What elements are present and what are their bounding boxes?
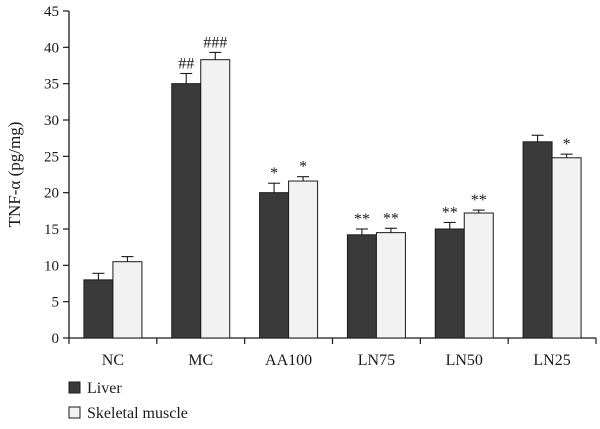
y-tick-label: 30: [44, 113, 59, 129]
significance-label: **: [354, 211, 370, 228]
bar: [434, 228, 465, 339]
legend-label: Skeletal muscle: [87, 405, 188, 422]
bar: [83, 279, 114, 339]
y-tick-label: 35: [44, 77, 59, 93]
labels: TNF-α (pg/mg)NC MC AA100 LN75 LN50 LN25##*** *…: [5, 34, 571, 369]
legend-swatch: [68, 381, 81, 394]
bar: [112, 261, 143, 339]
bar: [259, 192, 290, 339]
bar: [288, 180, 319, 339]
significance-label: ###: [203, 34, 227, 51]
y-tick-label: 0: [52, 331, 60, 347]
bar: [171, 83, 202, 339]
bar: [375, 232, 406, 339]
y-tick-label: 15: [44, 222, 59, 238]
x-category-label: NC: [102, 352, 124, 369]
y-axis-title: TNF-α (pg/mg): [5, 122, 24, 228]
y-tick-label: 5: [52, 295, 60, 311]
bar: [200, 59, 231, 339]
x-category-label: LN50: [446, 352, 483, 369]
bar: [522, 141, 553, 339]
axes: 0 5 10 15 20 25 30 35 40 45: [44, 4, 597, 347]
bars: [83, 51, 582, 339]
significance-label: **: [383, 210, 399, 227]
bar: [346, 234, 377, 339]
y-tick-label: 10: [44, 258, 59, 274]
y-tick-label: 25: [44, 149, 59, 165]
legend-label: Liver: [87, 380, 122, 397]
legend: Liver Skeletal muscle: [68, 380, 188, 422]
significance-label: **: [471, 192, 487, 209]
legend-swatch: [68, 406, 81, 419]
x-category-label: LN25: [533, 352, 570, 369]
significance-label: ##: [178, 55, 194, 72]
y-tick-label: 40: [44, 40, 59, 56]
x-category-label: AA100: [265, 352, 312, 369]
bar: [551, 157, 582, 339]
significance-label: **: [442, 204, 458, 221]
significance-label: *: [270, 165, 278, 182]
x-category-label: LN75: [358, 352, 395, 369]
significance-label: *: [299, 159, 307, 176]
bar: [463, 212, 494, 339]
significance-label: *: [563, 136, 571, 153]
y-tick-label: 45: [44, 4, 59, 20]
x-category-label: MC: [188, 352, 213, 369]
y-tick-label: 20: [44, 186, 59, 202]
